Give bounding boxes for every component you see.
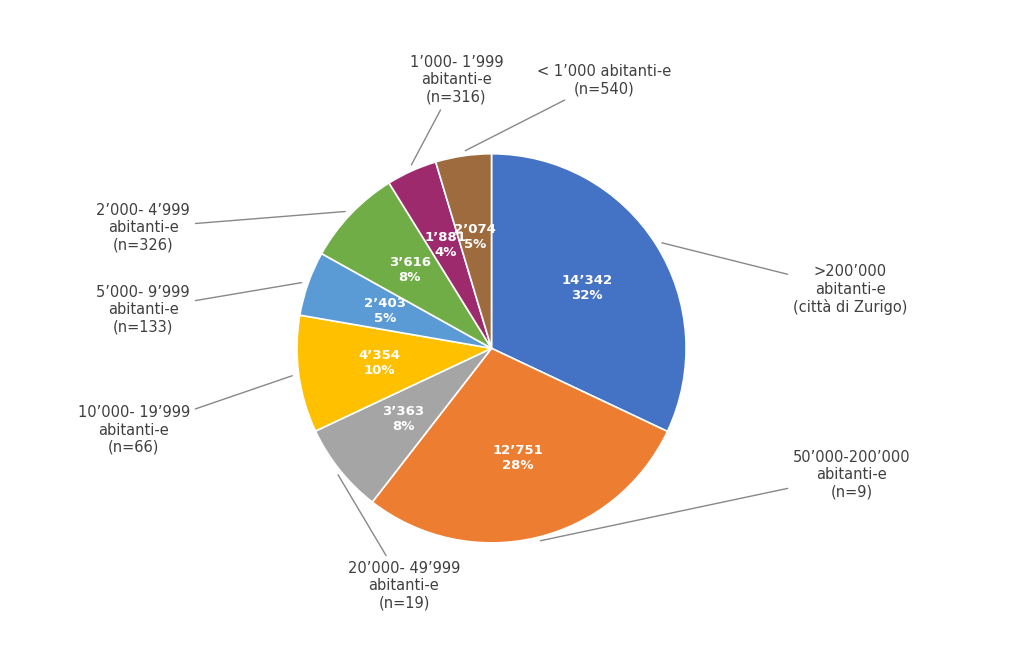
Wedge shape [297, 315, 492, 431]
Text: 4’354
10%: 4’354 10% [358, 349, 400, 377]
Text: 1’881
4%: 1’881 4% [424, 231, 466, 259]
Text: 5’000- 9’999
abitanti-e
(n=133): 5’000- 9’999 abitanti-e (n=133) [96, 283, 302, 334]
Wedge shape [300, 253, 492, 349]
Text: 2’000- 4’999
abitanti-e
(n=326): 2’000- 4’999 abitanti-e (n=326) [96, 203, 345, 253]
Wedge shape [373, 349, 668, 543]
Text: 50’000-200’000
abitanti-e
(n=9): 50’000-200’000 abitanti-e (n=9) [541, 450, 910, 540]
Text: 2’074
5%: 2’074 5% [455, 223, 496, 251]
Text: 2’403
5%: 2’403 5% [365, 297, 407, 325]
Wedge shape [492, 154, 686, 432]
Text: < 1’000 abitanti-e
(n=540): < 1’000 abitanti-e (n=540) [465, 64, 672, 151]
Text: 20’000- 49’999
abitanti-e
(n=19): 20’000- 49’999 abitanti-e (n=19) [338, 475, 460, 610]
Wedge shape [435, 154, 492, 349]
Wedge shape [315, 349, 492, 502]
Text: 1’000- 1’999
abitanti-e
(n=316): 1’000- 1’999 abitanti-e (n=316) [410, 55, 504, 165]
Text: >200’000
abitanti-e
(città di Zurigo): >200’000 abitanti-e (città di Zurigo) [662, 243, 907, 316]
Text: 12’751
28%: 12’751 28% [493, 444, 543, 472]
Wedge shape [389, 162, 492, 349]
Wedge shape [322, 183, 492, 349]
Text: 14’342
32%: 14’342 32% [561, 274, 612, 302]
Text: 3’363
8%: 3’363 8% [382, 405, 425, 433]
Text: 10’000- 19’999
abitanti-e
(n=66): 10’000- 19’999 abitanti-e (n=66) [78, 376, 292, 455]
Text: 3’616
8%: 3’616 8% [389, 257, 431, 284]
